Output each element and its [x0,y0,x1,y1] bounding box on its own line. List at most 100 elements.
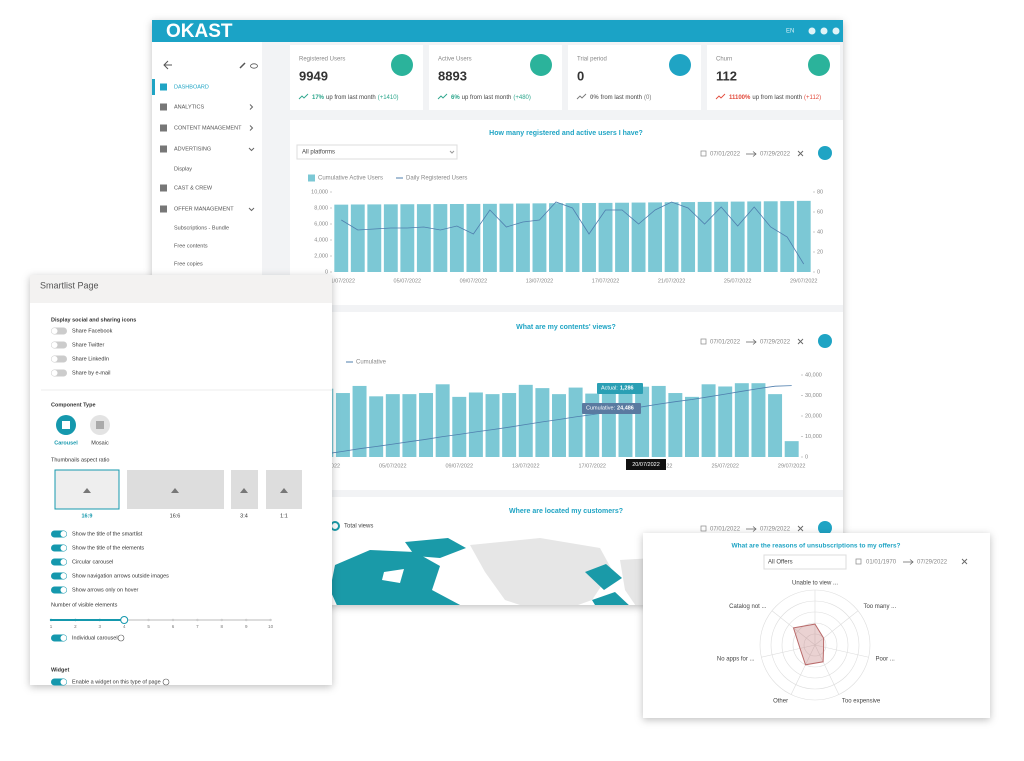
legend-label[interactable]: Total views [344,524,373,530]
x-tick-label: 29/07/2022 [778,463,806,469]
y2-tick-label: 20 [817,249,823,255]
bar [598,202,613,272]
toggle-knob [51,342,58,348]
ratio-label: 16:6 [170,513,181,519]
arrow [746,526,757,532]
menu-item[interactable]: ADVERTISING [174,146,211,152]
bar [697,201,712,272]
bar [499,203,514,272]
clear-icon[interactable] [797,525,804,532]
x-tick-label: 29/07/2022 [790,278,818,284]
arrow [903,559,914,565]
toggle-knob [60,559,67,565]
legend-label[interactable]: Cumulative [356,360,387,366]
bar [714,201,729,272]
tooltip-value: 24,486 [617,406,634,412]
mosaic-icon [96,421,104,429]
axis-label: Other [773,698,788,704]
slider-step [74,618,77,622]
clear-icon[interactable] [961,558,968,565]
settings-icon[interactable] [820,27,828,35]
tooltip-text: Cumulative: 24,486 [586,406,634,412]
slider-knob[interactable] [120,616,129,624]
menu-item[interactable]: OFFER MANAGEMENT [174,206,234,212]
view-icon[interactable] [250,63,258,69]
language-select[interactable]: EN [786,29,794,35]
chevron [249,104,254,110]
bar [419,393,434,457]
download-button[interactable] [818,334,832,348]
line [326,385,792,455]
slider-label: 1 [50,624,53,629]
date-from[interactable]: 07/01/2022 [710,340,741,346]
menu-icon [160,184,167,192]
date-to[interactable]: 07/29/2022 [917,560,948,566]
arrow [746,151,757,157]
menu-item[interactable]: Display [174,166,192,172]
axis-label: Too many ... [863,604,896,610]
x-tick-label: 25/07/2022 [711,463,739,469]
edit-icon[interactable] [239,62,246,69]
kpi-change: 17% up from last month (+1410) [312,95,399,101]
toggle-label: Share LinkedIn [72,356,109,362]
slider-label: 5 [147,624,150,629]
clear-icon[interactable] [797,150,804,157]
menu-item[interactable]: DASHBOARD [174,84,209,90]
menu-item[interactable]: CAST & CREW [174,185,213,191]
delta: (+1410) [378,95,399,101]
menu-item[interactable]: Subscriptions - Bundle [174,225,229,231]
x-tick-label: 01/07/2022 [327,278,355,284]
trend-icon [576,93,587,100]
kpi-change: 11100% up from last month (+112) [729,95,821,101]
option-label: Carousel [54,440,78,446]
y2-tick-label: 0 [817,269,820,275]
menu-icon [160,124,167,132]
bar [383,204,398,272]
dropdown[interactable] [296,144,458,160]
slider-label: 8 [221,624,224,629]
clear-icon[interactable] [797,338,804,345]
bar [784,441,799,457]
section-heading: Widget [51,667,69,673]
logo: OKAST [166,21,233,42]
x-tick-label: 05/07/2022 [379,463,407,469]
change: 17% [312,95,325,101]
toggle-knob [60,587,67,593]
trend-icon [437,93,448,100]
help-icon[interactable] [808,27,816,35]
dropdown-caret [449,150,455,154]
menu-item[interactable]: ANALYTICS [174,104,204,110]
slider-label: 7 [196,624,199,629]
option-label: Mosaic [91,440,109,446]
region [585,564,622,590]
menu-icon [160,103,167,111]
smartlist-header [30,275,332,303]
menu-item[interactable]: CONTENT MANAGEMENT [174,125,242,131]
bar [618,393,633,457]
back-icon[interactable] [163,60,172,70]
download-button[interactable] [818,521,832,535]
toggle-knob [51,356,58,362]
bar [482,203,497,272]
radar-area [792,623,825,666]
y2-tick-label: 10,000 [805,434,822,440]
y-tick-label: 0 [325,269,328,275]
date-from[interactable]: 07/01/2022 [710,527,741,533]
notification-icon[interactable] [832,27,840,35]
chart-title: What are the reasons of unsubscriptions … [731,543,900,550]
dropdown[interactable] [763,554,847,570]
y2-tick-label: 40,000 [805,372,822,378]
date-to[interactable]: 07/29/2022 [760,152,791,158]
menu-item[interactable]: Free contents [174,243,208,249]
bar [796,200,811,272]
legend-label[interactable]: Cumulative Active Users [318,176,383,182]
download-button[interactable] [818,146,832,160]
legend-label[interactable]: Daily Registered Users [406,176,467,182]
calendar-icon [700,338,707,345]
date-to[interactable]: 07/29/2022 [760,527,791,533]
date-to[interactable]: 07/29/2022 [760,340,791,346]
menu-item[interactable]: Free copies [174,261,203,267]
date-from[interactable]: 01/01/1970 [866,560,897,566]
date-from[interactable]: 07/01/2022 [710,152,741,158]
bar [601,384,616,457]
